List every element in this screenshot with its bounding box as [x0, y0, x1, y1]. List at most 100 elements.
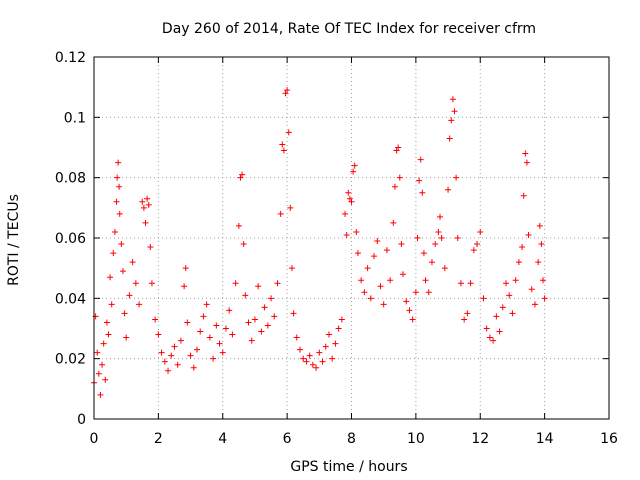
- data-point: [285, 129, 292, 136]
- x-tick-label: 10: [407, 431, 425, 447]
- data-point: [486, 334, 493, 341]
- data-point: [100, 340, 107, 347]
- data-point: [350, 168, 357, 175]
- data-point: [274, 280, 281, 287]
- data-point: [338, 316, 345, 323]
- data-point: [279, 141, 286, 148]
- data-point: [371, 253, 378, 260]
- data-point: [239, 171, 246, 178]
- y-tick-label: 0.12: [55, 50, 86, 66]
- data-point: [461, 316, 468, 323]
- data-point: [342, 210, 349, 217]
- data-point: [126, 292, 133, 299]
- data-point: [377, 283, 384, 290]
- data-point: [280, 147, 287, 154]
- data-point: [255, 283, 262, 290]
- data-point: [520, 192, 527, 199]
- data-point: [474, 241, 481, 248]
- data-point: [354, 250, 361, 257]
- data-point: [168, 352, 175, 359]
- data-point: [171, 343, 178, 350]
- x-tick-label: 4: [218, 431, 227, 447]
- data-point: [451, 108, 458, 115]
- x-tick-label: 14: [536, 431, 554, 447]
- chart-title: Day 260 of 2014, Rate Of TEC Index for r…: [162, 21, 536, 37]
- data-point: [297, 346, 303, 353]
- y-tick-label: 0.08: [55, 171, 86, 187]
- x-tick-label: 8: [347, 431, 356, 447]
- data-point: [235, 222, 242, 229]
- data-point: [358, 277, 365, 284]
- data-point: [197, 328, 204, 335]
- data-point: [251, 316, 258, 323]
- data-point: [174, 361, 181, 368]
- data-point: [364, 265, 371, 272]
- data-point: [144, 195, 151, 202]
- data-point: [412, 289, 419, 296]
- data-point: [435, 228, 442, 235]
- data-point: [115, 159, 122, 166]
- data-point: [528, 286, 535, 293]
- data-point: [142, 219, 149, 226]
- data-point: [226, 307, 233, 314]
- y-axis-label: ROTI / TECUs: [6, 194, 22, 286]
- data-point: [107, 274, 114, 281]
- data-point: [111, 228, 118, 235]
- data-point: [417, 156, 424, 163]
- data-point: [187, 352, 194, 359]
- data-point: [351, 162, 358, 169]
- data-point: [240, 241, 247, 248]
- data-point: [102, 376, 109, 383]
- data-point: [425, 289, 432, 296]
- data-point: [216, 340, 223, 347]
- data-point: [121, 310, 128, 317]
- data-point: [271, 313, 278, 320]
- data-point: [519, 244, 526, 251]
- data-point: [114, 174, 121, 181]
- data-point: [416, 177, 423, 184]
- data-point: [287, 204, 294, 211]
- data-point: [222, 325, 229, 332]
- data-point: [229, 331, 236, 338]
- data-point: [499, 304, 506, 311]
- data-point: [409, 316, 416, 323]
- x-tick-label: 0: [90, 431, 99, 447]
- data-point: [105, 331, 112, 338]
- data-point: [103, 319, 110, 326]
- data-point: [541, 295, 548, 302]
- data-point: [309, 361, 316, 368]
- data-point: [132, 280, 139, 287]
- data-point: [140, 204, 147, 211]
- data-point: [403, 298, 410, 305]
- x-tick-label: 12: [471, 431, 489, 447]
- data-point: [277, 210, 284, 217]
- data-point: [313, 364, 320, 371]
- data-point: [506, 292, 513, 299]
- data-point: [353, 228, 360, 235]
- x-tick-label: 2: [154, 431, 163, 447]
- data-point: [99, 361, 106, 368]
- data-point: [398, 241, 405, 248]
- data-point: [536, 222, 543, 229]
- x-tick-label: 6: [283, 431, 292, 447]
- data-point: [535, 259, 542, 266]
- data-point: [290, 310, 297, 317]
- data-point: [464, 310, 471, 317]
- data-point: [182, 265, 189, 272]
- data-point: [165, 367, 172, 374]
- data-point: [284, 87, 291, 94]
- data-point: [152, 316, 159, 323]
- data-point: [457, 280, 464, 287]
- data-point: [522, 150, 529, 157]
- data-point: [420, 250, 427, 257]
- data-point: [139, 198, 146, 205]
- data-point: [449, 96, 456, 103]
- data-point: [194, 346, 200, 353]
- data-point: [493, 313, 500, 320]
- data-point: [512, 277, 519, 284]
- data-point: [396, 174, 403, 181]
- data-point: [282, 90, 289, 97]
- axis-ticks: 0 2 4 6 8 10 12 14 16 0 0.02 0.04 0.06 0.08 0.1 0.12: [55, 50, 618, 447]
- data-point: [219, 349, 226, 356]
- data-point: [118, 241, 125, 248]
